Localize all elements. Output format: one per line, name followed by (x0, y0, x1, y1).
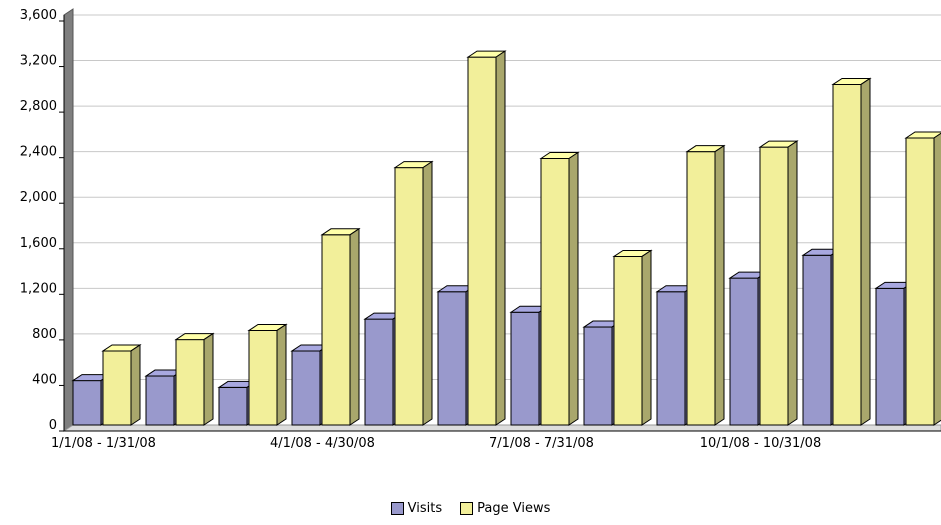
y-tick-label: 3,600 (20, 8, 57, 23)
bar-side (860, 77, 871, 426)
axes (59, 8, 941, 432)
y-tick-label: 3,200 (20, 54, 57, 69)
y-tick-label: 1,600 (20, 236, 57, 251)
y-tick-label: 2,800 (20, 99, 57, 114)
bar-side (933, 132, 941, 426)
bar-front (832, 83, 862, 426)
bar-page-views (393, 160, 434, 426)
left-wall (63, 8, 74, 432)
x-tick-label: 10/1/08 - 10/31/08 (700, 436, 821, 451)
bar-front (291, 350, 321, 426)
y-tick-label: 1,200 (20, 281, 57, 296)
bar-page-views (831, 77, 872, 426)
bar-front (613, 255, 643, 426)
bar-side (787, 140, 798, 426)
bar-front (394, 167, 424, 426)
bar-side (714, 144, 725, 426)
legend-swatch-visits (390, 502, 404, 515)
bar-top (904, 131, 941, 139)
y-tick-label: 400 (32, 372, 57, 387)
bar-front (729, 277, 759, 426)
bar-page-views (101, 344, 142, 426)
bar-page-views (466, 50, 507, 426)
bar-page-views (904, 131, 941, 426)
bar-page-views (612, 249, 653, 426)
bar-front (364, 318, 394, 426)
bar-page-views (320, 227, 361, 426)
bar-side (203, 332, 214, 426)
bar-front (656, 291, 686, 426)
bar-side (495, 50, 506, 426)
y-tick-label: 2,000 (20, 190, 57, 205)
bar-front (905, 137, 935, 426)
bar-front (437, 291, 467, 426)
bar-front (145, 375, 175, 426)
bar-front (759, 146, 789, 426)
bar-front (175, 339, 205, 426)
bar-front (686, 151, 716, 426)
bar-front (102, 350, 132, 426)
bar-front (583, 326, 613, 426)
bar-page-views (758, 140, 799, 426)
bar-side (130, 344, 141, 426)
legend: Visits Page Views (0, 501, 941, 516)
x-tick-label: 1/1/08 - 1/31/08 (51, 436, 156, 451)
axis-labels: 0 400 800 1,200 1,600 2,000 2,400 2,800 3,200 3,6… (20, 8, 821, 451)
y-tick-label: 800 (32, 327, 57, 342)
x-tick-label: 4/1/08 - 4/30/08 (270, 436, 375, 451)
bar-front (321, 234, 351, 426)
bar-front (802, 254, 832, 426)
bar-side (276, 323, 287, 426)
bar-page-views (174, 332, 215, 426)
y-tick-label: 0 (49, 418, 57, 433)
legend-label-page-views: Page Views (477, 501, 551, 516)
x-tick-label: 7/1/08 - 7/31/08 (489, 436, 594, 451)
bar-front (540, 158, 570, 426)
bar-front (510, 311, 540, 426)
bar-side (422, 160, 433, 426)
bar-front (248, 329, 278, 426)
bar-page-views (539, 151, 580, 426)
y-tick-label: 2,400 (20, 145, 57, 160)
bar-front (467, 56, 497, 426)
bar-side (349, 227, 360, 426)
bar-page-views (685, 144, 726, 426)
bar-page-views (247, 323, 288, 426)
bars (71, 50, 941, 426)
legend-item-visits[interactable]: Visits (390, 501, 443, 516)
bar-side (568, 151, 579, 426)
legend-item-page-views[interactable]: Page Views (460, 501, 550, 516)
floor (62, 424, 941, 432)
bar-front (72, 380, 102, 426)
bar-side (641, 249, 652, 426)
legend-swatch-page-views (460, 502, 474, 515)
grid-lines (63, 14, 941, 386)
legend-label-visits: Visits (407, 501, 443, 516)
bar-front (875, 287, 905, 426)
bar-front (218, 386, 248, 426)
